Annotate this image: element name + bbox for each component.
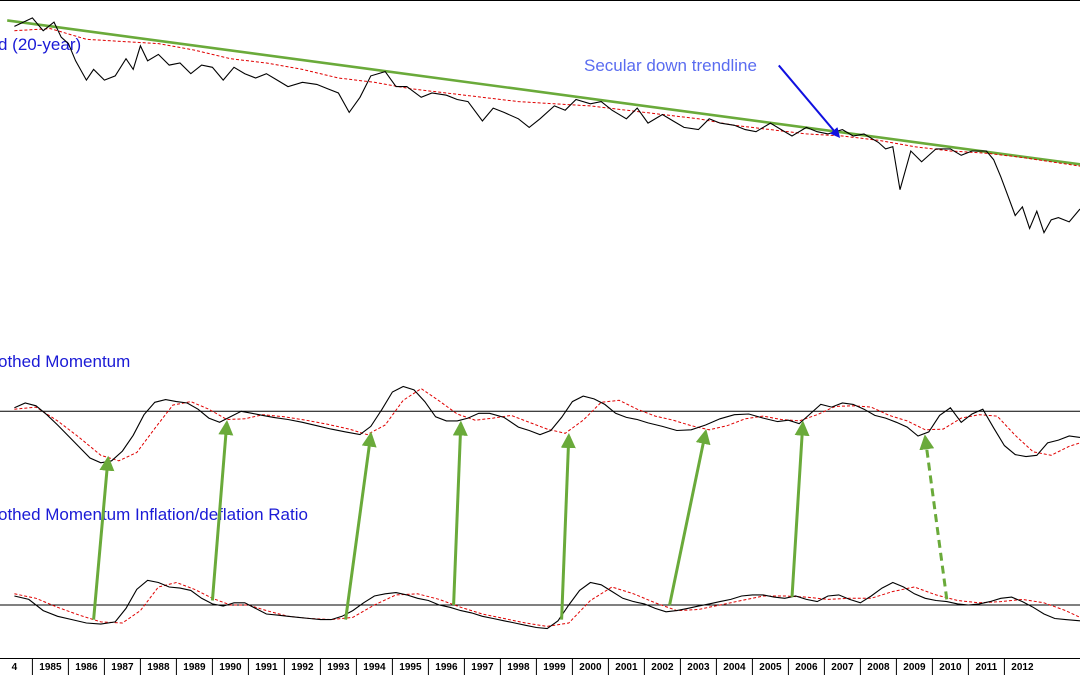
x-tick-label: 1993 bbox=[327, 662, 350, 673]
x-tick-label: 2008 bbox=[867, 662, 890, 673]
signal-arrow bbox=[344, 431, 377, 620]
signal-arrows bbox=[92, 419, 949, 620]
x-tick-label: 2011 bbox=[976, 662, 998, 673]
x-tick-label: 1992 bbox=[291, 662, 314, 673]
x-tick-label: 1985 bbox=[39, 662, 62, 673]
indicator-line bbox=[14, 17, 1080, 235]
x-tick-label: 2004 bbox=[723, 662, 746, 673]
x-tick-label: 1986 bbox=[75, 662, 98, 673]
signal-arrow bbox=[210, 419, 234, 601]
x-tick-label: 2005 bbox=[759, 662, 782, 673]
x-tick-label: 1999 bbox=[543, 662, 566, 673]
annotation-arrow bbox=[778, 64, 841, 138]
signal-arrow bbox=[452, 420, 468, 606]
x-tick-label: 2000 bbox=[579, 662, 602, 673]
x-tick-label: 2002 bbox=[651, 662, 674, 673]
signal-arrow bbox=[668, 428, 711, 606]
indicator-line bbox=[14, 385, 1080, 464]
x-tick-label: 1989 bbox=[183, 662, 206, 673]
momentum-panel bbox=[0, 385, 1080, 464]
x-tick-label: 2006 bbox=[795, 662, 818, 673]
middle-panel-title: othed Momentum bbox=[0, 352, 130, 371]
bottom-panel-title: othed Momentum Inflation/deflation Ratio bbox=[0, 505, 308, 524]
moving-average-line bbox=[14, 387, 1080, 462]
moving-average-line bbox=[14, 28, 1080, 167]
secular-trendline bbox=[7, 19, 1080, 166]
x-tick-label: 4 bbox=[12, 662, 18, 673]
x-tick-label: 1988 bbox=[147, 662, 170, 673]
top-panel-title: d (20-year) bbox=[0, 35, 81, 54]
x-tick-label: 1996 bbox=[435, 662, 458, 673]
indicator-line bbox=[14, 579, 1080, 630]
x-tick-label: 2012 bbox=[1011, 662, 1034, 673]
x-tick-label: 2003 bbox=[687, 662, 710, 673]
x-tick-label: 1990 bbox=[219, 662, 242, 673]
x-tick-label: 1994 bbox=[363, 662, 386, 673]
price-panel bbox=[7, 17, 1080, 235]
x-axis: 4 1985 1986 1987 1988 1989 1990 1991 1992 1993 199… bbox=[12, 658, 1034, 675]
ratio-panel bbox=[0, 579, 1080, 630]
x-tick-label: 1995 bbox=[399, 662, 422, 673]
signal-arrow bbox=[560, 433, 576, 620]
moving-average-line bbox=[14, 581, 1080, 627]
x-tick-label: 1991 bbox=[255, 662, 278, 673]
dashed-signal-arrow bbox=[919, 434, 949, 600]
x-tick-label: 2001 bbox=[615, 662, 638, 673]
x-tick-label: 1997 bbox=[471, 662, 494, 673]
x-tick-label: 2007 bbox=[831, 662, 854, 673]
x-tick-label: 1998 bbox=[507, 662, 530, 673]
x-tick-label: 2010 bbox=[939, 662, 962, 673]
signal-arrow bbox=[92, 455, 115, 620]
x-tick-label: 2009 bbox=[903, 662, 926, 673]
trendline-annotation: Secular down trendline bbox=[584, 56, 757, 75]
x-tick-label: 1987 bbox=[111, 662, 134, 673]
signal-arrow bbox=[790, 420, 810, 598]
